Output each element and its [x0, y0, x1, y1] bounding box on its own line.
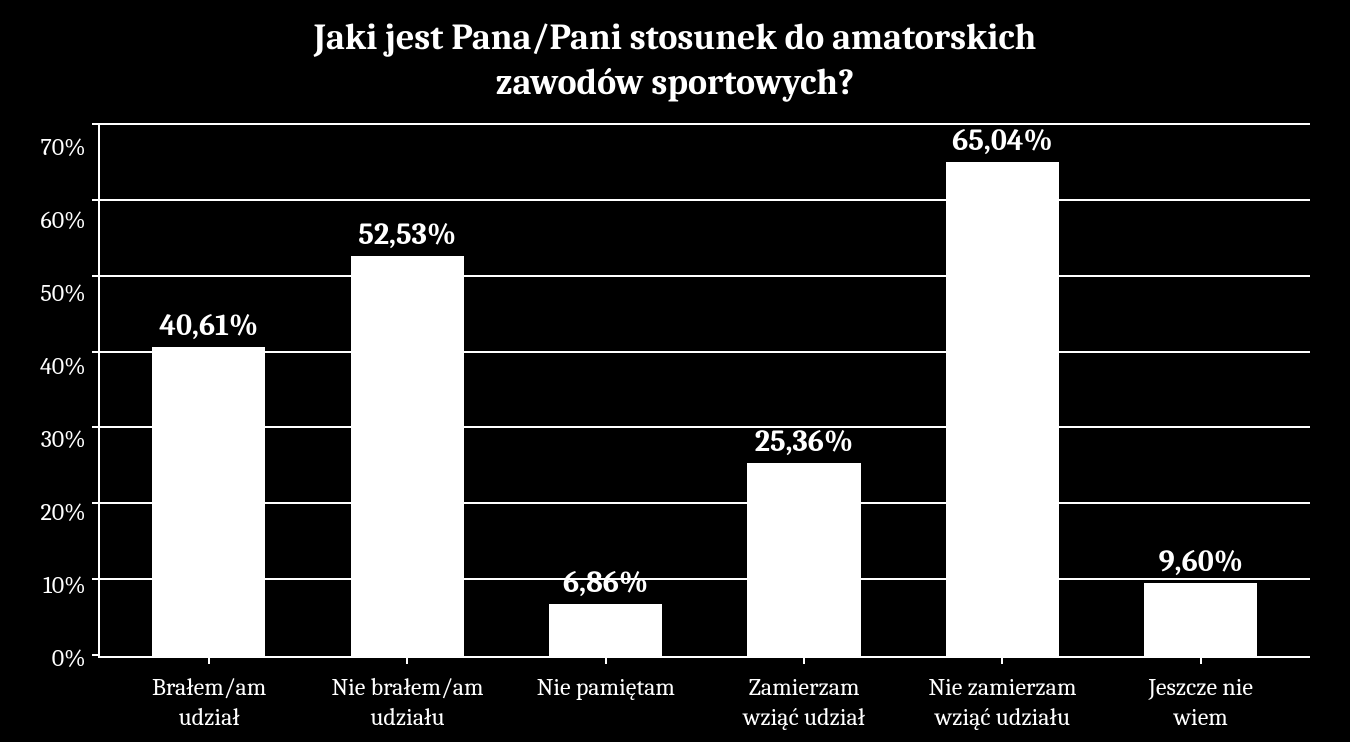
bar-value-label: 25,36% — [755, 424, 853, 459]
chart-title-line1: Jaki jest Pana/Pani stosunek do amatorsk… — [40, 15, 1310, 60]
x-axis-label: Nie zamierzamwziąć udziału — [903, 672, 1101, 732]
bar-value-label: 65,04% — [952, 123, 1053, 158]
x-axis-label: Nie pamiętam — [507, 672, 705, 732]
chart-title-line2: zawodów sportowych? — [40, 60, 1310, 105]
chart-title: Jaki jest Pana/Pani stosunek do amatorsk… — [40, 15, 1310, 105]
bar — [747, 463, 860, 656]
bar-slot: 6,86% — [506, 123, 704, 656]
y-tick-label: 10% — [43, 573, 85, 597]
y-tick-label: 70% — [41, 135, 86, 159]
bar-chart: Jaki jest Pana/Pani stosunek do amatorsk… — [0, 0, 1350, 742]
bar-value-label: 6,86% — [563, 565, 648, 600]
bar-value-label: 9,60% — [1159, 544, 1243, 579]
bar — [351, 256, 464, 656]
y-tick-label: 40% — [40, 354, 86, 378]
bar — [152, 347, 265, 656]
plot-wrapper: 70%60%50%40%30%20%10%0% 40,61%52,53%6,86… — [40, 123, 1310, 658]
x-axis-label: Zamierzamwziąć udział — [705, 672, 903, 732]
bar — [946, 162, 1059, 656]
y-tick-label: 20% — [40, 500, 85, 524]
x-axis-label: Brałem/amudział — [110, 672, 308, 732]
bar-value-label: 52,53% — [358, 217, 456, 252]
x-axis-labels: Brałem/amudziałNie brałem/amudziałuNie p… — [100, 658, 1310, 732]
bar-value-label: 40,61% — [159, 308, 258, 343]
x-axis-label: Nie brałem/amudziału — [308, 672, 506, 732]
bars-row: 40,61% 52,53% 6,86% 25,36% 65,04% 9,60% — [100, 123, 1310, 656]
bar-slot: 40,61% — [110, 123, 308, 656]
bar-slot: 9,60% — [1102, 123, 1300, 656]
x-axis-labels-outer: Brałem/amudziałNie brałem/amudziałuNie p… — [40, 658, 1310, 732]
bar-slot: 25,36% — [705, 123, 903, 656]
y-tick-label: 0% — [52, 646, 86, 670]
y-tick-label: 50% — [40, 281, 85, 305]
bar-slot: 65,04% — [903, 123, 1101, 656]
bar — [549, 604, 662, 656]
y-tick-label: 30% — [41, 427, 86, 451]
plot-area: 40,61% 52,53% 6,86% 25,36% 65,04% 9,60% — [98, 123, 1310, 658]
y-axis: 70%60%50%40%30%20%10%0% — [40, 123, 98, 658]
bar — [1144, 583, 1257, 656]
x-axis-label: Jeszcze niewiem — [1102, 672, 1300, 732]
bar-slot: 52,53% — [308, 123, 506, 656]
y-tick-label: 60% — [41, 208, 86, 232]
